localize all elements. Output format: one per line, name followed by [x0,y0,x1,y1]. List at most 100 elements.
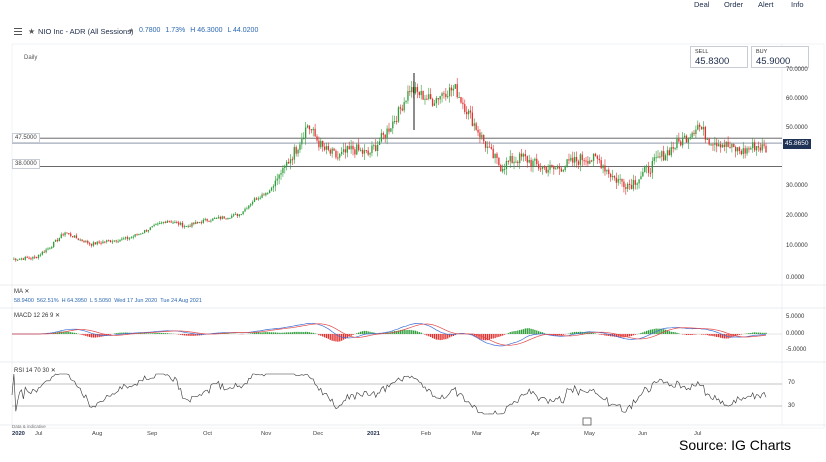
close-icon[interactable]: ✕ [55,313,61,319]
macd-histogram-bar [268,332,271,334]
macd-histogram-bar [107,334,110,335]
macd-histogram-bar [73,332,76,334]
deal-button[interactable]: Deal [694,0,710,9]
candle-body [581,154,583,161]
candle-body [17,259,19,261]
high-value: H 46.3000 [190,27,223,34]
macd-histogram-bar [477,334,479,339]
macd-histogram-bar [623,334,625,338]
macd-histogram-bar [592,333,595,334]
macd-histogram-bar [363,330,366,334]
candle-body [678,138,680,142]
candle-body [140,233,142,235]
buy-label: BUY [756,49,768,55]
info-button[interactable]: Info [791,0,804,9]
candle-body [346,146,348,153]
candle-body [73,235,76,238]
candle-body [327,146,330,150]
candle-body [238,214,240,216]
macd-histogram-bar [670,331,672,334]
x-axis-label: Apr [531,431,541,437]
close-icon[interactable]: ✕ [50,368,56,374]
macd-histogram-bar [691,334,693,335]
macd-histogram-bar [539,331,542,334]
candle-body [716,143,718,147]
candle-body [367,150,369,155]
macd-histogram-bar [604,334,606,336]
candle-body [553,166,555,170]
candle-body [240,214,242,216]
ma-indicator-label[interactable]: MA ✕ [14,289,30,295]
macd-histogram-bar [753,332,756,334]
macd-histogram-bar [367,331,369,334]
candle-body [335,150,337,158]
candle-body [251,201,254,205]
candle-body [375,145,377,151]
macd-indicator-label[interactable]: MACD 12 26 9 ✕ [14,313,61,319]
macd-histogram-bar [735,334,737,336]
candle-body [405,100,407,103]
candle-body [189,225,191,227]
candle-body [179,222,182,225]
macd-histogram-bar [147,333,150,334]
candle-body [458,97,460,99]
alert-button[interactable]: Alert [758,0,774,9]
candle-body [318,140,320,148]
macd-histogram-bar [757,332,760,334]
candle-body [418,91,420,96]
candle-body [274,180,276,187]
candle-body [520,153,523,157]
macd-histogram-bar [488,334,491,340]
candle-body [215,217,218,219]
macd-histogram-bar [572,332,574,334]
x-axis-label: Oct [203,431,213,437]
rsi-tick-label: 70 [788,380,795,386]
rsi-indicator-label[interactable]: RSI 14 70 30 ✕ [14,368,56,374]
macd-histogram-bar [492,334,494,339]
candle-body [424,98,426,100]
macd-histogram-bar [187,334,189,336]
candle-body [89,243,91,245]
macd-histogram-bar [659,328,661,334]
order-button[interactable]: Order [724,0,744,9]
macd-histogram-bar [721,334,724,339]
candle-body [94,242,97,245]
upper-line-label[interactable]: 47.5000 [12,133,40,143]
macd-histogram-bar [447,334,449,339]
candle-body [268,190,271,193]
candle-body [390,128,392,132]
macd-histogram-bar [348,334,350,337]
candle-body [507,160,510,162]
macd-histogram-bar [509,332,511,334]
interval-label[interactable]: Daily [24,55,38,61]
candle-body [174,222,176,224]
chevron-down-icon[interactable]: ▾ [129,28,133,35]
macd-histogram-bar [647,330,650,334]
macd-histogram-bar [424,334,426,335]
macd-histogram-bar [196,334,199,336]
candle-body [663,151,665,161]
candle-body [134,234,136,237]
candle-body [503,168,506,170]
close-icon[interactable]: ✕ [24,289,30,295]
lower-line-label[interactable]: 38.0000 [12,159,40,169]
macd-histogram-bar [272,332,275,334]
y-tick-label: 30.0000 [786,183,808,189]
instrument-name[interactable]: NIO Inc - ADR (All Sessions) [38,27,134,36]
candle-body [644,167,646,172]
macd-histogram-bar [299,331,301,334]
sell-button[interactable]: SELL 45.8300 [690,46,748,68]
macd-histogram-bar [98,334,100,338]
macd-histogram-bar [445,334,447,340]
macd-histogram-bar [602,334,604,335]
candle-body [342,149,345,152]
candle-body [627,183,629,189]
candle-body [250,204,252,206]
candle-body [200,222,203,224]
buy-button[interactable]: BUY 45.9000 [751,46,809,68]
candle-body [276,178,278,181]
star-icon[interactable]: ★ [28,27,36,36]
menu-icon[interactable] [14,28,22,35]
candle-body [653,157,655,161]
